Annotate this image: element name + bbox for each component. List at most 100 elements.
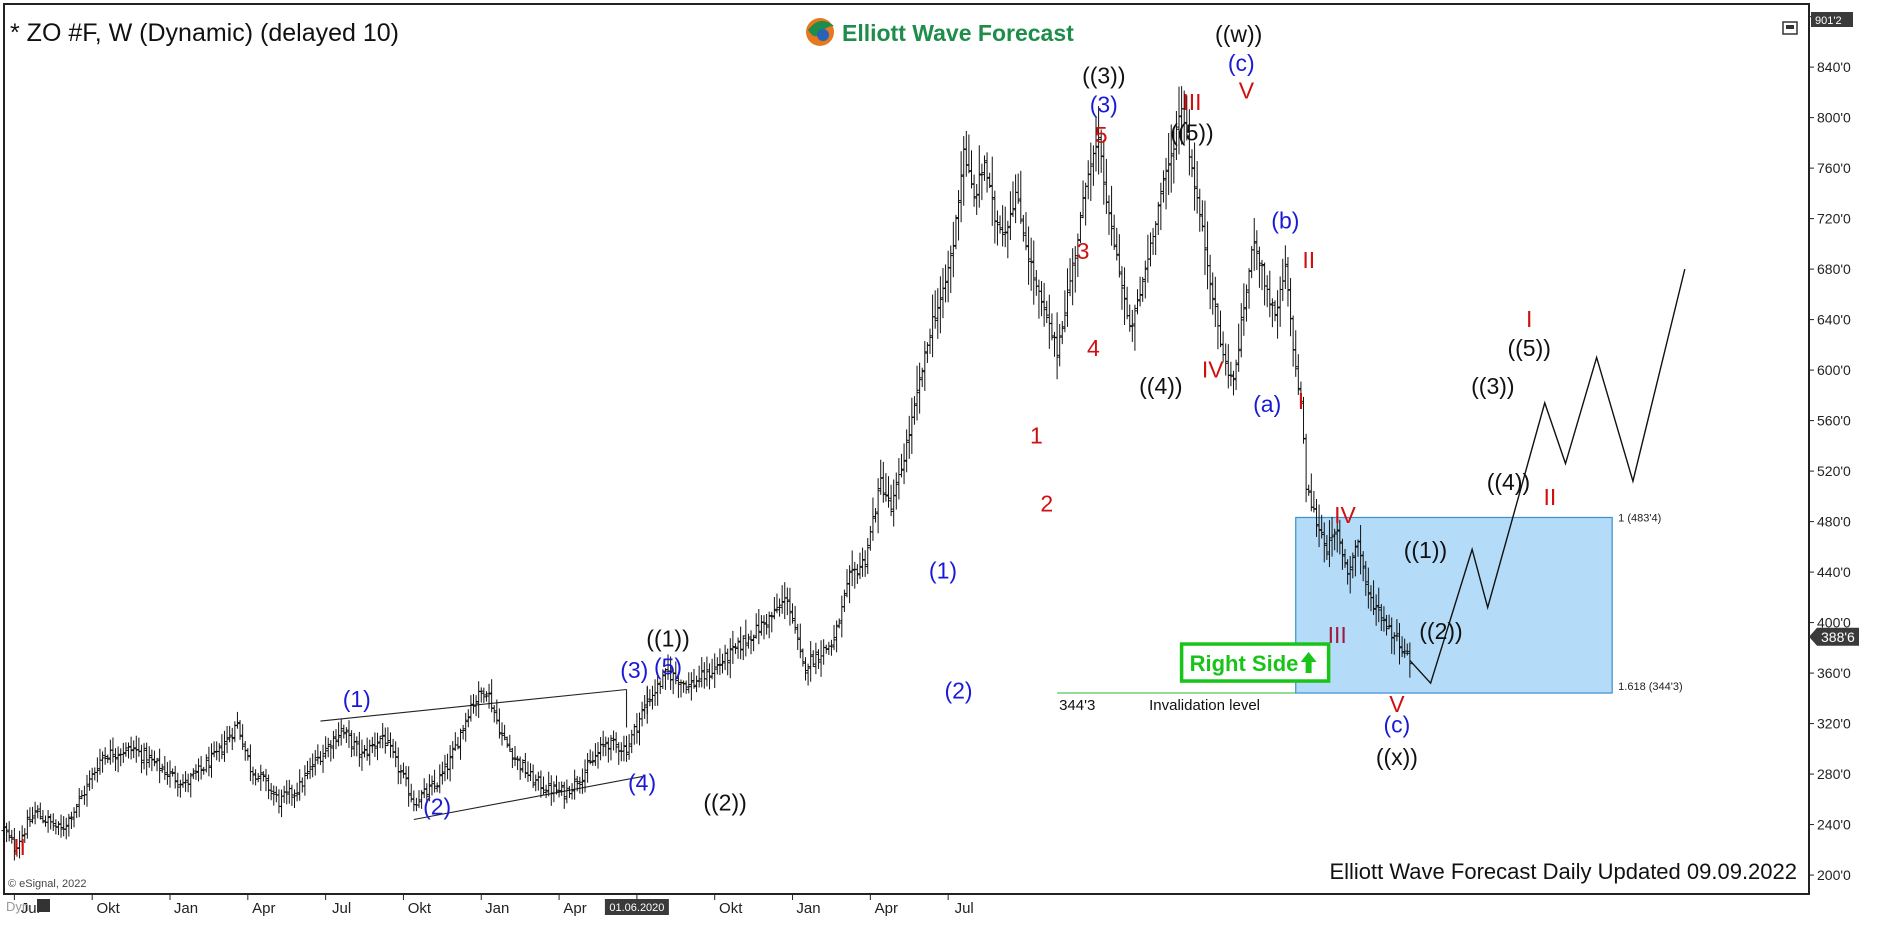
price-bar (416, 790, 422, 809)
price-bar (126, 742, 132, 759)
y-tick-label: 720'0 (1817, 211, 1851, 227)
price-bar (815, 649, 821, 669)
price-bar (432, 769, 438, 793)
price-bar (1275, 290, 1281, 339)
price-bar (670, 668, 676, 695)
x-tick-label: Jul (332, 900, 351, 917)
corner-control[interactable]: Dyn (6, 899, 50, 914)
price-bar (1202, 200, 1208, 275)
price-bar (138, 744, 144, 774)
price-bar (1363, 561, 1369, 596)
wave-label: 3 (1077, 238, 1090, 264)
price-bar (1267, 270, 1273, 318)
price-bar (686, 672, 692, 694)
wave-label: I (1298, 388, 1304, 414)
price-bar (808, 641, 814, 682)
price-bar (89, 767, 95, 789)
price-bar (1365, 567, 1371, 609)
price-bar (844, 569, 850, 598)
projection-path (1409, 268, 1686, 685)
price-bar (1313, 498, 1319, 537)
price-bar (258, 764, 264, 791)
chart-title: * ZO #F, W (Dynamic) (delayed 10) (10, 19, 399, 47)
price-bar (209, 743, 215, 778)
price-bar (1332, 528, 1338, 551)
price-bar (969, 150, 975, 189)
price-bar (774, 593, 780, 614)
price-bar (1101, 139, 1107, 205)
price-bar (390, 738, 396, 759)
price-bar (1233, 359, 1239, 391)
price-bar (875, 478, 881, 534)
corner-toggle-icon[interactable] (37, 899, 50, 912)
price-bar (800, 648, 806, 667)
price-bar (592, 743, 598, 766)
price-bar (538, 770, 544, 798)
price-bar (810, 650, 816, 667)
wave-label: (b) (1271, 208, 1299, 234)
x-tick-label: Okt (97, 900, 121, 917)
x-tick-label: Jan (174, 900, 198, 917)
price-bar (395, 747, 401, 785)
price-bar (1168, 124, 1174, 193)
price-bar (1077, 211, 1083, 243)
price-bar (1176, 86, 1182, 155)
price-bar (1228, 361, 1234, 387)
price-bar (541, 776, 547, 795)
x-tick-label: Okt (719, 900, 743, 917)
price-bar (1085, 160, 1091, 200)
price-bar (499, 722, 505, 746)
price-bar (1075, 233, 1081, 277)
price-bar (956, 190, 962, 241)
price-bar (141, 743, 147, 770)
price-bar (447, 745, 453, 782)
price-bar (600, 730, 606, 757)
price-bar (1396, 623, 1402, 665)
price-bar (437, 764, 443, 794)
price-bar (696, 665, 702, 688)
price-bar (717, 648, 723, 676)
price-bar (84, 774, 90, 807)
price-bar (224, 725, 230, 754)
y-tick-label: 360'0 (1817, 665, 1851, 681)
price-bar (683, 680, 689, 694)
y-tick-label: 560'0 (1817, 413, 1851, 429)
price-bar (263, 768, 269, 792)
price-bar (1399, 636, 1405, 658)
x-highlight-label: 01.06.2020 (609, 902, 664, 914)
price-bar (1064, 268, 1070, 327)
price-bar (387, 732, 393, 758)
price-bar (1119, 266, 1125, 310)
wave-label: II (13, 834, 26, 860)
price-bar (735, 637, 741, 659)
price-bar (520, 759, 526, 773)
price-bar (919, 367, 925, 388)
price-bar (1376, 587, 1382, 623)
price-bar (1000, 205, 1006, 247)
price-bar (151, 750, 157, 767)
price-bar (1298, 381, 1304, 406)
price-bar (380, 723, 386, 749)
price-bar (53, 819, 59, 835)
price-bar (1072, 246, 1078, 293)
price-bar (1015, 173, 1021, 204)
price-bar (888, 484, 894, 517)
price-bar (1002, 206, 1008, 248)
price-bar (984, 152, 990, 193)
price-bar (496, 708, 502, 739)
price-bar (336, 722, 342, 747)
zone-label-high: 1 (483'4) (1618, 512, 1661, 524)
restore-icon[interactable] (1782, 21, 1798, 35)
price-bar (1158, 182, 1164, 231)
price-bar (979, 163, 985, 201)
price-bar (943, 264, 949, 303)
price-bar (68, 811, 74, 830)
price-bar (1256, 246, 1262, 288)
corner-label: Dyn (6, 899, 29, 914)
price-bar (551, 781, 557, 803)
price-bar (63, 817, 69, 840)
price-bar (74, 803, 80, 818)
right-side-badge: Right Side (1179, 642, 1331, 683)
price-bar (102, 747, 108, 765)
